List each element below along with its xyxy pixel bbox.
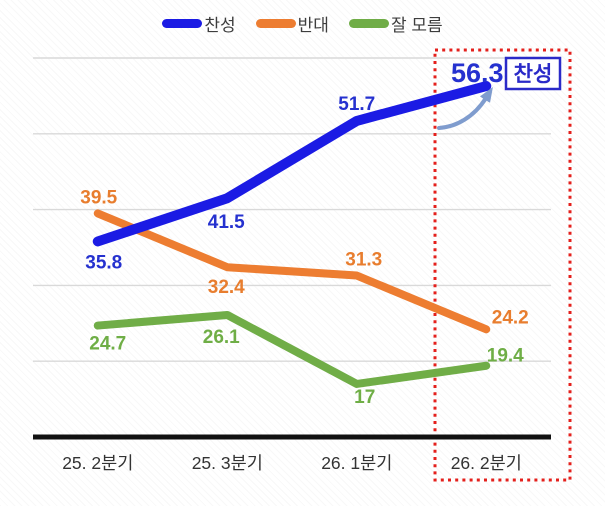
legend-label-approve: 찬성 <box>204 16 236 35</box>
series-line-2 <box>93 310 491 388</box>
data-label-찬성-3: 56.3 <box>451 58 504 88</box>
legend-swatch-approve-icon <box>162 19 203 28</box>
data-label-찬성-0: 35.8 <box>85 252 122 273</box>
legend-swatch-oppose-icon <box>255 19 296 28</box>
x-axis-label-3: 26. 2분기 <box>451 453 522 473</box>
x-axis-label-0: 25. 2분기 <box>62 453 133 473</box>
data-label-반대-0: 39.5 <box>80 187 117 208</box>
data-label-잘 모름-3: 19.4 <box>487 346 524 367</box>
legend-item-oppose: 반대 <box>255 11 329 36</box>
data-label-잘 모름-0: 24.7 <box>89 334 126 355</box>
x-axis-label-2: 26. 1분기 <box>321 453 392 473</box>
x-axis-label-1: 25. 3분기 <box>192 453 263 473</box>
legend: 찬성 반대 잘 모름 <box>0 11 605 36</box>
callout-label: 찬성 <box>514 63 553 86</box>
series-line-1 <box>93 209 491 334</box>
series-line-0 <box>92 81 492 247</box>
legend-label-oppose: 반대 <box>297 16 329 35</box>
callout-box <box>504 56 562 91</box>
data-label-반대-1: 32.4 <box>208 277 245 298</box>
legend-item-approve: 찬성 <box>162 11 236 36</box>
trend-arrow-icon <box>437 87 493 130</box>
data-label-반대-3: 24.2 <box>492 307 529 328</box>
data-label-잘 모름-2: 17 <box>354 387 375 408</box>
legend-label-unsure: 잘 모름 <box>390 16 443 35</box>
highlight-box <box>433 48 572 482</box>
legend-item-unsure: 잘 모름 <box>348 11 443 36</box>
legend-swatch-unsure-icon <box>348 19 389 28</box>
data-label-잘 모름-1: 26.1 <box>203 327 240 348</box>
data-label-찬성-1: 41.5 <box>208 212 245 233</box>
data-label-반대-2: 31.3 <box>345 250 382 271</box>
data-label-찬성-2: 51.7 <box>338 94 375 115</box>
